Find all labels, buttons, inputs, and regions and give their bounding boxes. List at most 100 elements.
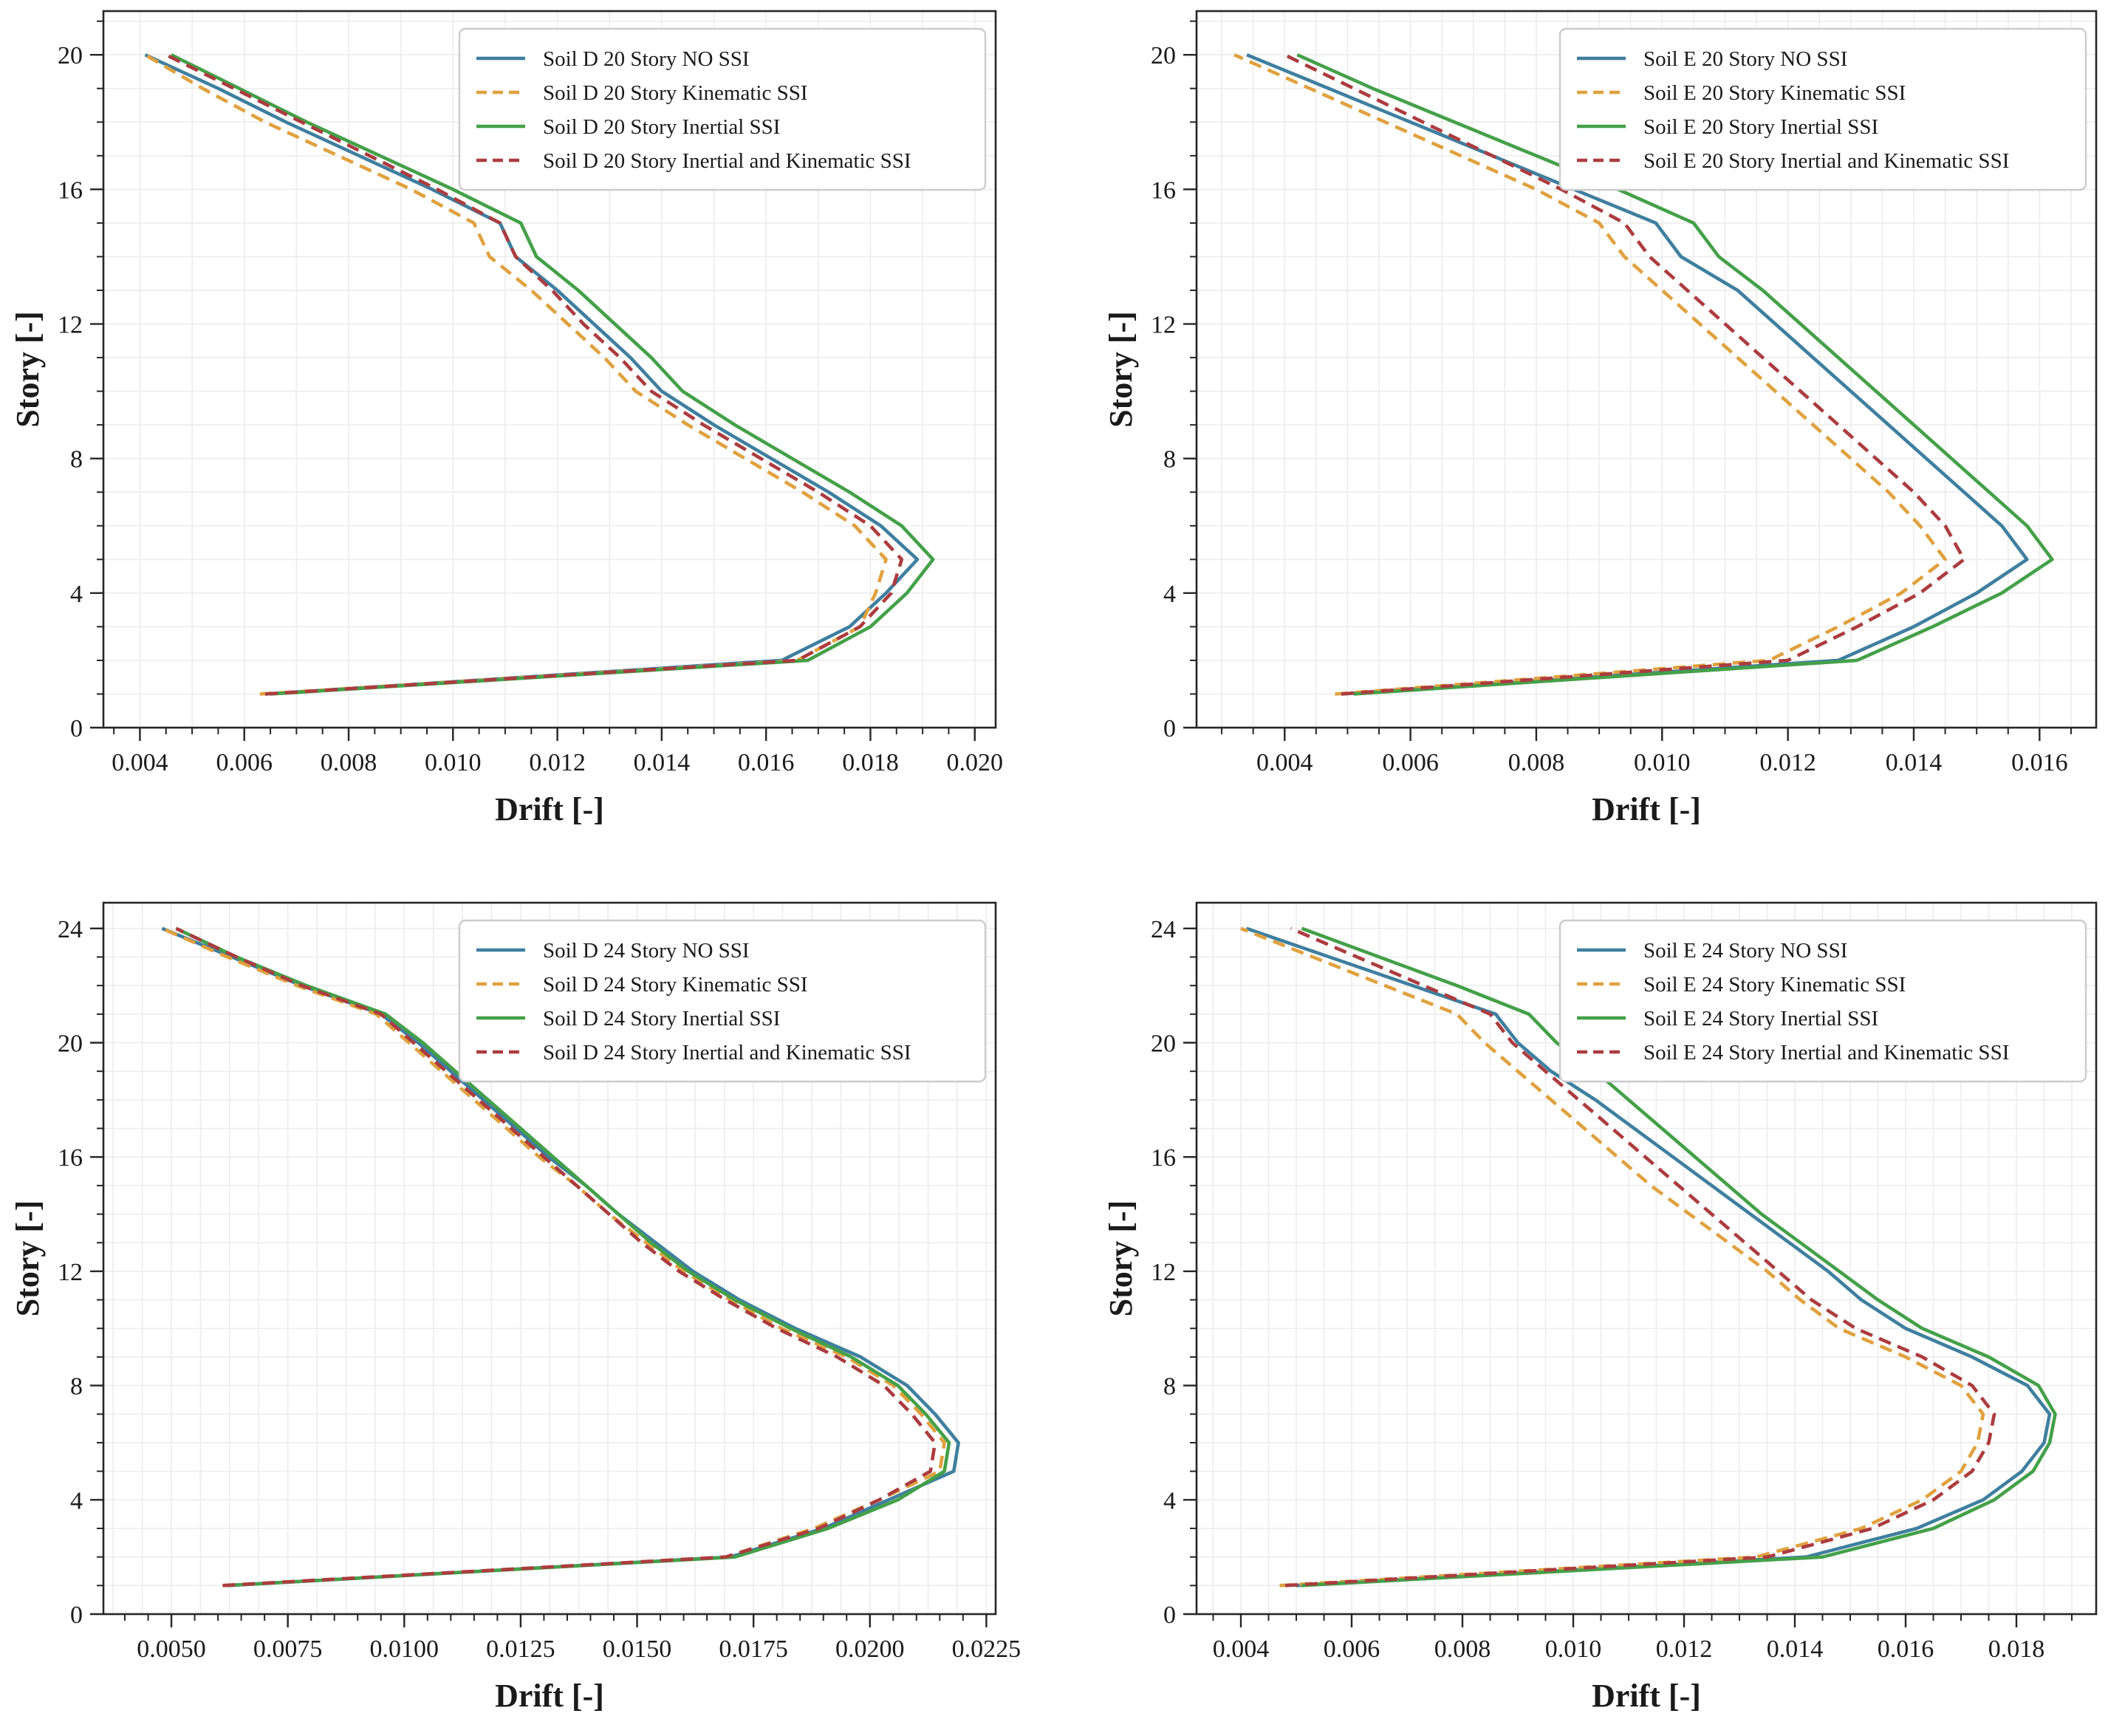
series-line-3 (1284, 53, 1966, 696)
series-line-0 (161, 926, 960, 1588)
legend-box (1558, 27, 2087, 191)
series-line-2 (170, 53, 935, 696)
legend-entry-label: Soil E 20 Story Kinematic SSI (1643, 81, 1906, 105)
x-tick-label: 0.0175 (719, 1636, 788, 1663)
plot-area (102, 10, 997, 729)
x-tick-label: 0.0125 (486, 1636, 555, 1663)
y-tick-label: 24 (1151, 916, 1176, 943)
x-axis-title: Drift [-] (1592, 1678, 1701, 1714)
x-tick-label: 0.016 (1878, 1636, 1934, 1663)
legend-entry-label: Soil D 24 Story Inertial and Kinematic S… (543, 1041, 911, 1065)
plot-area (1195, 901, 2098, 1616)
series-line-1 (1233, 53, 1947, 696)
y-tick-label: 20 (1151, 42, 1176, 69)
series-line-0 (1245, 926, 2052, 1588)
legend-box (458, 27, 987, 191)
legend-entry-label: Soil D 20 Story Inertial SSI (543, 115, 780, 139)
x-tick-label: 0.006 (1382, 749, 1439, 776)
x-tick-label: 0.020 (946, 749, 1003, 776)
x-tick-label: 0.0225 (952, 1636, 1022, 1663)
x-axis-title: Drift [-] (1592, 791, 1701, 827)
x-tick-label: 0.008 (1508, 749, 1565, 776)
legend-entry-label: Soil D 24 Story Inertial SSI (543, 1007, 780, 1031)
series-line-1 (161, 926, 946, 1588)
x-tick-label: 0.008 (1434, 1636, 1491, 1663)
x-tick-label: 0.004 (112, 749, 168, 776)
x-tick-label: 0.010 (1545, 1636, 1602, 1663)
legend-entry-label: Soil E 24 Story NO SSI (1643, 939, 1847, 963)
y-tick-label: 12 (58, 312, 83, 339)
x-tick-label: 0.006 (1324, 1636, 1380, 1663)
legend: Soil E 20 Story NO SSI Soil E 20 Story Ki… (1558, 27, 2087, 191)
plot-area (102, 901, 997, 1616)
soil-d-24-story-svg: 0.0050 0.0075 0.0100 0.0125 0.0150 0.0175 0.02… (10, 901, 1022, 1714)
y-tick-label: 12 (1151, 312, 1176, 339)
x-tick-label: 0.0200 (835, 1636, 905, 1663)
series-lines (144, 53, 935, 696)
y-axis-title: Story [-] (10, 1200, 46, 1317)
y-tick-label: 8 (1163, 1373, 1176, 1401)
soil-d-20-story-svg: 0.004 0.006 0.008 0.010 0.012 0.014 0.016 0.018… (10, 10, 1003, 827)
chart-soil-e-20-story: 0.004 0.006 0.008 0.010 0.012 0.014 0.016 0 4 8 12… (1054, 0, 2108, 868)
x-tick-label: 0.010 (1634, 749, 1691, 776)
y-tick-label: 8 (1163, 446, 1176, 474)
legend-entry-label: Soil D 24 Story NO SSI (543, 939, 750, 963)
x-tick-label: 0.0075 (253, 1636, 323, 1663)
y-axis-title: Story [-] (1103, 311, 1139, 428)
y-tick-label: 12 (58, 1259, 83, 1286)
x-tick-label: 0.010 (425, 749, 482, 776)
x-tick-label: 0.014 (634, 749, 691, 776)
x-tick-label: 0.0050 (137, 1636, 206, 1663)
y-tick-label: 24 (58, 916, 83, 943)
chart-soil-d-24-story: 0.0050 0.0075 0.0100 0.0125 0.0150 0.0175 0.02… (0, 868, 1054, 1736)
y-tick-label: 0 (1163, 1602, 1176, 1629)
legend-entry-label: Soil E 20 Story Inertial and Kinematic S… (1643, 149, 2009, 173)
series-lines (161, 926, 960, 1588)
y-tick-label: 0 (70, 715, 83, 742)
series-line-3 (175, 926, 937, 1588)
series-line-1 (1240, 926, 1985, 1588)
x-tick-label: 0.014 (1886, 749, 1943, 776)
legend-box (1558, 919, 2087, 1083)
x-tick-label: 0.018 (1988, 1636, 2045, 1663)
legend-box (458, 919, 987, 1083)
plot-area (1195, 10, 2098, 729)
x-tick-label: 0.012 (529, 749, 586, 776)
y-tick-label: 16 (1151, 177, 1176, 204)
legend-entry-label: Soil E 24 Story Inertial and Kinematic S… (1643, 1041, 2009, 1065)
series-lines (1233, 53, 2054, 696)
y-tick-label: 16 (58, 177, 83, 204)
x-tick-label: 0.012 (1656, 1636, 1713, 1663)
x-tick-label: 0.016 (738, 749, 795, 776)
legend-entry-label: Soil E 20 Story Inertial SSI (1643, 115, 1878, 139)
y-tick-label: 4 (1163, 1487, 1176, 1514)
y-tick-label: 4 (1163, 581, 1176, 608)
series-line-3 (1284, 926, 1996, 1588)
x-axis: 0.004 0.006 0.008 0.010 0.012 0.014 0.016 0.018… (112, 728, 1003, 776)
legend: Soil E 24 Story NO SSI Soil E 24 Story Ki… (1558, 919, 2087, 1083)
y-tick-label: 8 (70, 446, 83, 474)
legend-entry-label: Soil D 20 Story Inertial and Kinematic S… (543, 149, 911, 173)
chart-soil-e-24-story: 0.004 0.006 0.008 0.010 0.012 0.014 0.016 0.018… (1054, 868, 2108, 1736)
y-axis: 0 4 8 12 16 20 24 (1151, 916, 1197, 1629)
legend-entry-label: Soil D 24 Story Kinematic SSI (543, 973, 807, 997)
legend-entry-label: Soil E 20 Story NO SSI (1643, 47, 1847, 71)
x-axis: 0.004 0.006 0.008 0.010 0.012 0.014 0.016 (1221, 728, 2072, 776)
legend-entry-label: Soil D 20 Story Kinematic SSI (543, 81, 807, 105)
legend: Soil D 20 Story NO SSI Soil D 20 Story Ki… (458, 27, 987, 191)
x-tick-label: 0.004 (1256, 749, 1313, 776)
chart-soil-d-20-story: 0.004 0.006 0.008 0.010 0.012 0.014 0.016 0.018… (0, 0, 1054, 868)
y-tick-label: 8 (70, 1373, 83, 1401)
x-tick-label: 0.0100 (370, 1636, 439, 1663)
x-axis-title: Drift [-] (495, 791, 604, 827)
x-tick-label: 0.006 (216, 749, 273, 776)
soil-e-24-story-svg: 0.004 0.006 0.008 0.010 0.012 0.014 0.016 0.018… (1103, 901, 2098, 1714)
y-tick-label: 20 (1151, 1031, 1176, 1058)
y-axis: 0 4 8 12 16 20 (58, 20, 103, 742)
legend-entry-label: Soil E 24 Story Kinematic SSI (1643, 973, 1906, 997)
legend: Soil D 24 Story NO SSI Soil D 24 Story Ki… (458, 919, 987, 1083)
y-tick-label: 16 (1151, 1144, 1176, 1172)
x-tick-label: 0.018 (842, 749, 899, 776)
x-tick-label: 0.0150 (603, 1636, 672, 1663)
